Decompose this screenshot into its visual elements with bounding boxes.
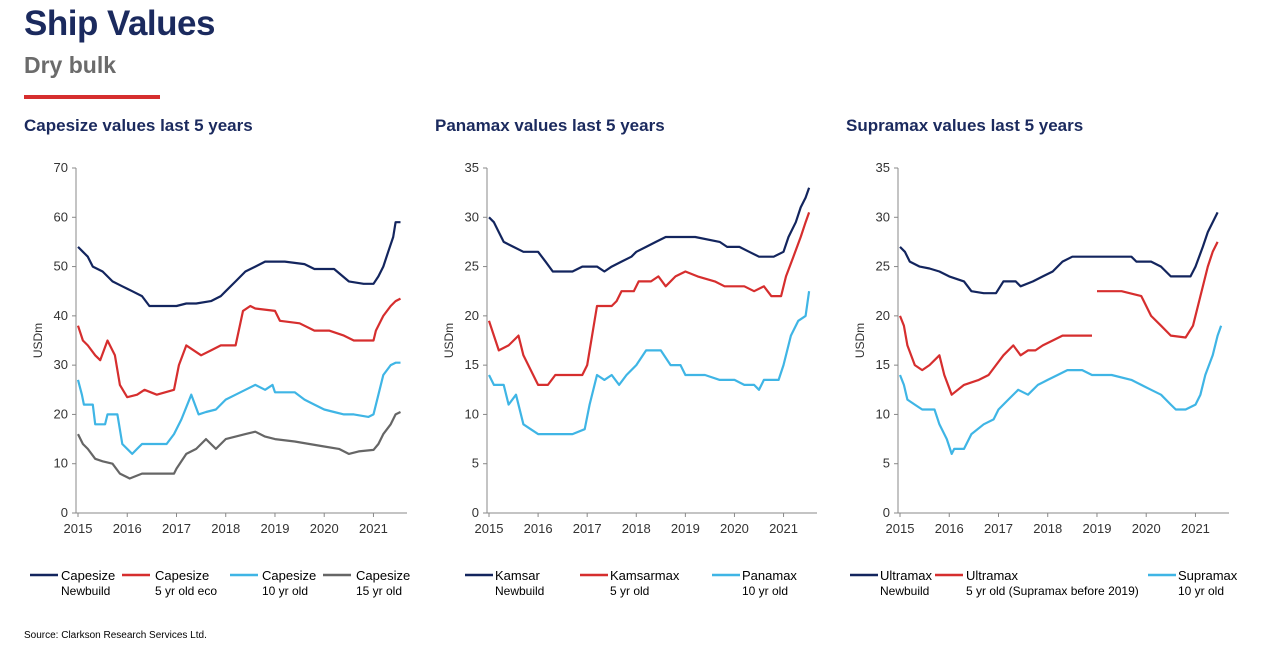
legend-label: Panamax [742,568,797,583]
legend-label-sub: 10 yr old [1178,584,1224,598]
y-tick-label: 50 [54,259,68,274]
y-tick-label: 0 [472,505,479,520]
x-tick-label: 2019 [261,521,290,536]
series-line [488,291,811,436]
x-tick-label: 2015 [64,521,93,536]
legend-label: Ultramax [966,568,1019,583]
y-tick-label: 20 [54,406,68,421]
y-tick-label: 15 [876,357,890,372]
y-tick-label: 5 [472,456,479,471]
x-tick-label: 2019 [1083,521,1112,536]
legend-label-sub: 5 yr old (Supramax before 2019) [966,584,1139,598]
page-subtitle: Dry bulk [24,52,117,78]
x-tick-label: 2016 [524,521,553,536]
x-tick-label: 2018 [1033,521,1062,536]
legend-label-sub: 5 yr old eco [155,584,217,598]
y-tick-label: 40 [54,308,68,323]
y-axis-label: USDm [442,323,456,358]
y-tick-label: 20 [876,308,890,323]
series-line [898,325,1223,455]
y-axis-label: USDm [31,323,45,358]
x-tick-label: 2021 [769,521,798,536]
y-tick-label: 0 [883,505,890,520]
legend-label: Supramax [1178,568,1238,583]
series-line [77,221,401,308]
legend-label-sub: 5 yr old [610,584,649,598]
x-tick-label: 2016 [935,521,964,536]
x-tick-label: 2015 [475,521,504,536]
y-tick-label: 0 [61,505,68,520]
series-line [898,315,1092,396]
y-tick-label: 10 [54,456,68,471]
y-tick-label: 30 [876,209,890,224]
y-tick-label: 70 [54,160,68,175]
series-line [488,187,811,273]
legend-label-sub: 10 yr old [742,584,788,598]
legend-label-sub: 10 yr old [262,584,308,598]
chart-title: Capesize values last 5 years [24,116,253,135]
legend-label: Capesize [155,568,209,583]
y-tick-label: 25 [465,259,479,274]
y-axis-label: USDm [853,323,867,358]
legend-label-sub: Newbuild [880,584,929,598]
legend-label: Capesize [262,568,316,583]
legend-label: Capesize [61,568,115,583]
y-tick-label: 30 [465,209,479,224]
page-title: Ship Values [24,4,215,43]
y-tick-label: 15 [465,357,479,372]
x-tick-label: 2018 [622,521,651,536]
x-tick-label: 2017 [162,521,191,536]
series-line [1097,241,1219,339]
source-note: Source: Clarkson Research Services Ltd. [24,630,207,641]
y-tick-label: 5 [883,456,890,471]
y-tick-label: 35 [465,160,479,175]
legend-label-sub: Newbuild [495,584,544,598]
x-tick-label: 2017 [573,521,602,536]
y-tick-label: 35 [876,160,890,175]
series-line [487,212,811,386]
series-line [77,411,401,480]
x-tick-label: 2021 [1181,521,1210,536]
y-tick-label: 30 [54,357,68,372]
series-line [76,297,401,399]
x-tick-label: 2016 [113,521,142,536]
title-accent-bar [24,95,160,99]
x-tick-label: 2020 [720,521,749,536]
legend-label: Kamsarmax [610,568,680,583]
x-tick-label: 2018 [211,521,240,536]
legend-label: Kamsar [495,568,540,583]
y-tick-label: 10 [465,406,479,421]
x-tick-label: 2021 [359,521,388,536]
y-tick-label: 60 [54,209,68,224]
legend-label: Capesize [356,568,410,583]
legend-label-sub: Newbuild [61,584,110,598]
x-tick-label: 2017 [984,521,1013,536]
chart-title: Supramax values last 5 years [846,116,1083,135]
x-tick-label: 2015 [886,521,915,536]
x-tick-label: 2020 [1132,521,1161,536]
x-tick-label: 2019 [671,521,700,536]
series-line [899,211,1219,295]
y-tick-label: 25 [876,259,890,274]
chart-title: Panamax values last 5 years [435,116,665,135]
legend-label-sub: 15 yr old [356,584,402,598]
legend-label: Ultramax [880,568,933,583]
series-line [76,361,401,455]
y-tick-label: 20 [465,308,479,323]
x-tick-label: 2020 [310,521,339,536]
y-tick-label: 10 [876,406,890,421]
